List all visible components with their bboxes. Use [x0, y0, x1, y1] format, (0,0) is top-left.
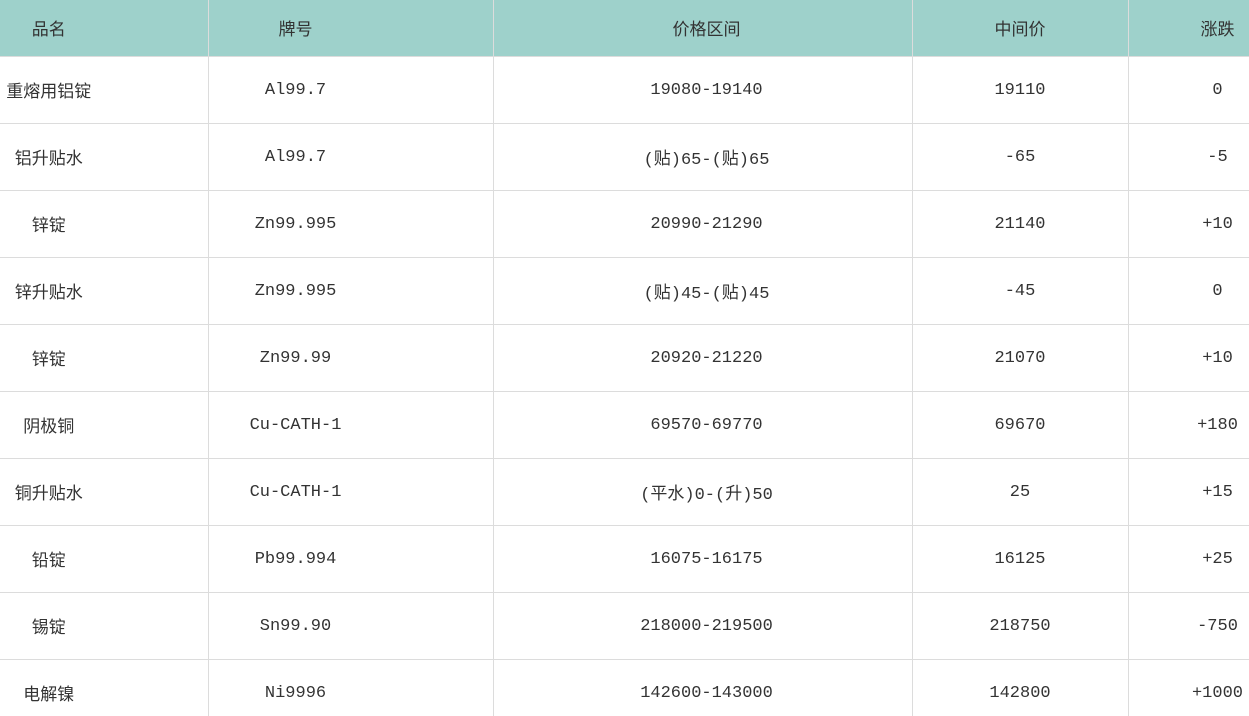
- table-header: 品名 牌号 价格区间 中间价 涨跌: [0, 0, 1249, 57]
- cell-change: -750: [1127, 592, 1249, 660]
- cell-mid-price: -45: [911, 257, 1129, 325]
- cell-mid-price: 218750: [911, 592, 1129, 660]
- cell-change: 0: [1127, 56, 1249, 124]
- cell-product-name: 锌升贴水: [0, 257, 209, 325]
- cell-change: -5: [1127, 123, 1249, 191]
- cell-mid-price: 21140: [911, 190, 1129, 258]
- cell-change: +15: [1127, 458, 1249, 526]
- cell-brand-grade: Pb99.994: [207, 525, 494, 593]
- cell-change: +10: [1127, 324, 1249, 392]
- cell-change: 0: [1127, 257, 1249, 325]
- cell-brand-grade: Ni9996: [207, 659, 494, 716]
- cell-brand-grade: Al99.7: [207, 123, 494, 191]
- cell-brand-grade: Zn99.99: [207, 324, 494, 392]
- col-header-product-name: 品名: [0, 0, 209, 57]
- table-row: 阴极铜 Cu-CATH-1 69570-69770 69670 +180: [0, 391, 1249, 459]
- cell-product-name: 铜升贴水: [0, 458, 209, 526]
- cell-product-name: 阴极铜: [0, 391, 209, 459]
- cell-mid-price: 142800: [911, 659, 1129, 716]
- cell-product-name: 铅锭: [0, 525, 209, 593]
- cell-mid-price: 19110: [911, 56, 1129, 124]
- cell-brand-grade: Sn99.90: [207, 592, 494, 660]
- cell-product-name: 电解镍: [0, 659, 209, 716]
- cell-product-name: 铝升贴水: [0, 123, 209, 191]
- cell-product-name: 锌锭: [0, 190, 209, 258]
- cell-brand-grade: Zn99.995: [207, 257, 494, 325]
- cell-price-range: 20920-21220: [492, 324, 913, 392]
- table-row: 锡锭 Sn99.90 218000-219500 218750 -750: [0, 592, 1249, 660]
- cell-change: +10: [1127, 190, 1249, 258]
- cell-price-range: (贴)65-(贴)65: [492, 123, 913, 191]
- table-row: 铝升贴水 Al99.7 (贴)65-(贴)65 -65 -5: [0, 123, 1249, 191]
- table-row: 锌锭 Zn99.995 20990-21290 21140 +10: [0, 190, 1249, 258]
- cell-mid-price: -65: [911, 123, 1129, 191]
- cell-price-range: 69570-69770: [492, 391, 913, 459]
- cell-price-range: (平水)0-(升)50: [492, 458, 913, 526]
- col-header-brand-grade: 牌号: [207, 0, 494, 57]
- table-row: 铜升贴水 Cu-CATH-1 (平水)0-(升)50 25 +15: [0, 458, 1249, 526]
- cell-change: +25: [1127, 525, 1249, 593]
- cell-brand-grade: Al99.7: [207, 56, 494, 124]
- cell-change: +180: [1127, 391, 1249, 459]
- cell-product-name: 锌锭: [0, 324, 209, 392]
- cell-change: +1000: [1127, 659, 1249, 716]
- header-row: 品名 牌号 价格区间 中间价 涨跌: [0, 0, 1249, 57]
- cell-product-name: 锡锭: [0, 592, 209, 660]
- cell-brand-grade: Cu-CATH-1: [207, 458, 494, 526]
- cell-mid-price: 25: [911, 458, 1129, 526]
- cell-price-range: 142600-143000: [492, 659, 913, 716]
- table-row: 铅锭 Pb99.994 16075-16175 16125 +25: [0, 525, 1249, 593]
- table-row: 锌锭 Zn99.99 20920-21220 21070 +10: [0, 324, 1249, 392]
- cell-price-range: (贴)45-(贴)45: [492, 257, 913, 325]
- cell-mid-price: 21070: [911, 324, 1129, 392]
- cell-price-range: 16075-16175: [492, 525, 913, 593]
- cell-mid-price: 16125: [911, 525, 1129, 593]
- table-row: 电解镍 Ni9996 142600-143000 142800 +1000: [0, 659, 1249, 716]
- table-row: 锌升贴水 Zn99.995 (贴)45-(贴)45 -45 0: [0, 257, 1249, 325]
- col-header-change: 涨跌: [1127, 0, 1249, 57]
- col-header-mid-price: 中间价: [911, 0, 1129, 57]
- cell-brand-grade: Cu-CATH-1: [207, 391, 494, 459]
- cell-mid-price: 69670: [911, 391, 1129, 459]
- col-header-price-range: 价格区间: [492, 0, 913, 57]
- cell-price-range: 20990-21290: [492, 190, 913, 258]
- cell-price-range: 19080-19140: [492, 56, 913, 124]
- cell-price-range: 218000-219500: [492, 592, 913, 660]
- table-body: 重熔用铝锭 Al99.7 19080-19140 19110 0 铝升贴水 Al…: [0, 56, 1249, 716]
- table-row: 重熔用铝锭 Al99.7 19080-19140 19110 0: [0, 56, 1249, 124]
- cell-product-name: 重熔用铝锭: [0, 56, 209, 124]
- cell-brand-grade: Zn99.995: [207, 190, 494, 258]
